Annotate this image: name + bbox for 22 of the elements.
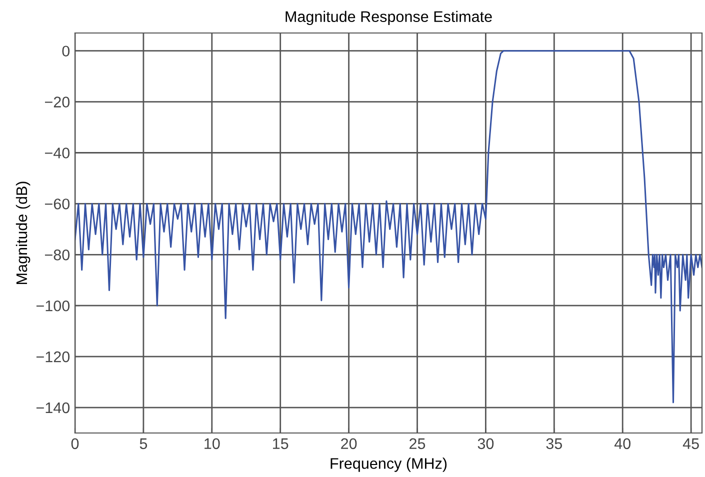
y-tick-label: −120	[36, 351, 70, 362]
y-tick-label: −140	[36, 402, 70, 414]
x-tick-label: 20	[341, 438, 357, 450]
y-tick-label: −20	[44, 96, 70, 108]
x-tick-label: 15	[273, 438, 288, 450]
x-tick-label: 40	[614, 438, 630, 450]
x-tick-label: 35	[546, 438, 562, 450]
x-axis-title: Frequency (MHz)	[330, 458, 447, 472]
y-tick-label: −100	[36, 300, 70, 312]
y-tick-label: −80	[44, 250, 70, 260]
x-tick-label: 0	[71, 438, 79, 450]
y-tick-label: 0	[62, 46, 70, 57]
x-tick-label: 5	[140, 438, 148, 450]
line-series	[75, 50, 702, 404]
x-tick-label: 30	[478, 438, 494, 450]
y-tick-label: −60	[44, 198, 70, 210]
y-axis-title: Magnitude (dB)	[16, 182, 30, 284]
x-tick-label: 25	[410, 438, 426, 450]
y-tick-label: −40	[44, 148, 70, 158]
chart-title: Magnitude Response Estimate	[286, 10, 492, 26]
x-tick-label: 10	[204, 438, 220, 450]
x-tick-label: 45	[682, 438, 699, 450]
